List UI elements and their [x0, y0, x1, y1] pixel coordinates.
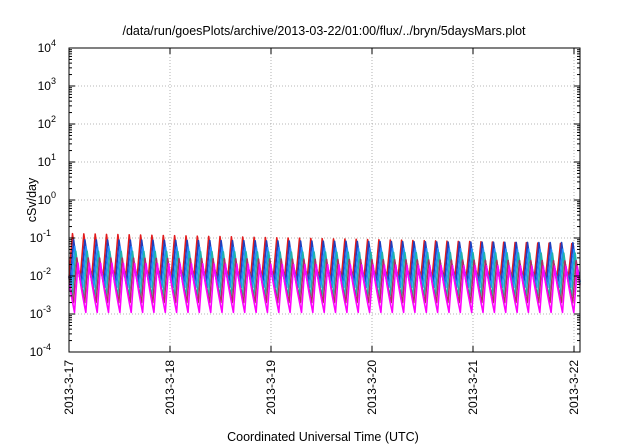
series-lines — [68, 232, 581, 314]
y-tick-label: 101 — [38, 152, 56, 169]
x-tick-label: 2013-3-20 — [365, 360, 379, 415]
x-axis-label: Coordinated Universal Time (UTC) — [227, 430, 419, 444]
y-tick-label: 10-1 — [30, 228, 51, 245]
y-tick-label: 100 — [38, 190, 56, 207]
chart-title: /data/run/goesPlots/archive/2013-03-22/0… — [122, 24, 526, 38]
x-tick-label: 2013-3-17 — [62, 360, 76, 415]
y-tick-label: 104 — [38, 38, 56, 55]
y-axis-label: cSv/day — [25, 177, 39, 222]
y-axis: 10-4 10-3 10-2 10-1 100 101 102 103 104 — [30, 38, 580, 359]
x-tick-label: 2013-3-22 — [567, 360, 581, 415]
y-tick-label: 10-3 — [30, 304, 51, 321]
series-line — [68, 262, 581, 314]
y-tick-label: 10-4 — [30, 342, 51, 359]
y-tick-label: 102 — [38, 114, 56, 131]
x-tick-label: 2013-3-19 — [264, 360, 278, 415]
y-tick-label: 10-2 — [30, 266, 51, 283]
x-tick-label: 2013-3-21 — [466, 360, 480, 415]
series-line — [68, 250, 581, 297]
y-tick-label: 103 — [38, 76, 56, 93]
x-tick-label: 2013-3-18 — [163, 360, 177, 415]
x-axis: 2013-3-17 2013-3-18 2013-3-19 2013-3-20 2013… — [62, 48, 581, 415]
